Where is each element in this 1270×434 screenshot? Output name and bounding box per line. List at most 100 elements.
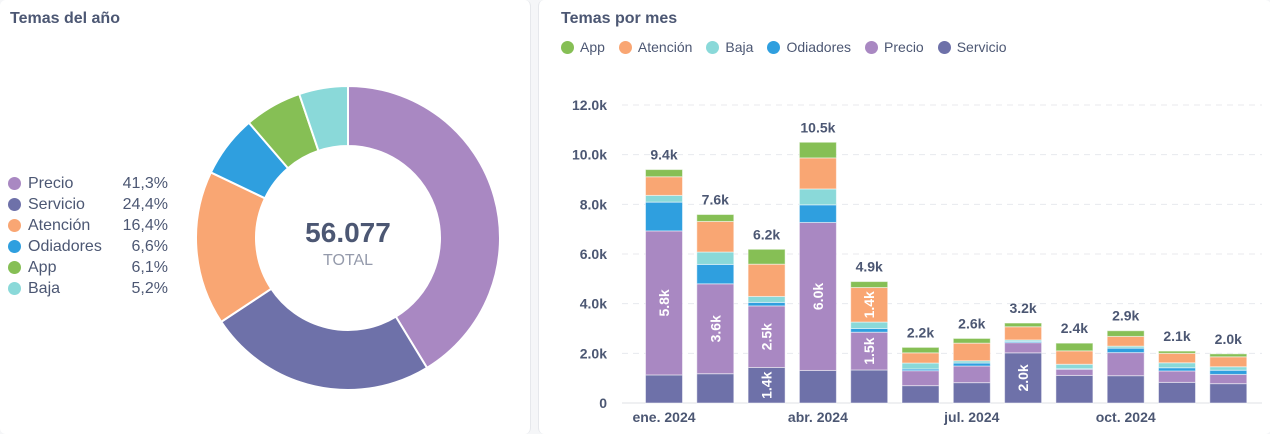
bar-segment-servicio[interactable] <box>850 369 889 404</box>
y-tick-label: 4.0k <box>580 296 607 312</box>
segment-value-label: 2.5k <box>759 323 775 350</box>
bar-segment-atención[interactable] <box>1209 356 1248 368</box>
bar-segment-app[interactable] <box>1158 350 1196 354</box>
bar-segment-precio[interactable] <box>1106 352 1145 377</box>
bar-segment-atención[interactable] <box>1106 335 1145 347</box>
bar-legend-item[interactable]: App <box>561 39 605 55</box>
bar-segment-baja[interactable] <box>901 362 940 370</box>
bar-segment-app[interactable] <box>952 337 991 344</box>
y-tick-label: 6.0k <box>580 246 607 262</box>
legend-percent: 41,3% <box>122 174 168 192</box>
bar-legend-item[interactable]: Odiadores <box>767 39 851 55</box>
bar-segment-app[interactable] <box>747 248 786 265</box>
bar-segment-app[interactable] <box>1004 322 1043 328</box>
bar-segment-app[interactable] <box>901 346 940 354</box>
pie-legend-item[interactable]: Servicio 24,4% <box>8 194 168 215</box>
bar-segment-servicio[interactable] <box>798 369 837 404</box>
bar-legend-item[interactable]: Atención <box>618 39 692 55</box>
bar-segment-atención[interactable] <box>645 176 683 196</box>
pie-legend-item[interactable]: Baja 5,2% <box>8 278 168 299</box>
y-tick-label: 12.0k <box>572 97 607 113</box>
bar-segment-precio[interactable] <box>696 283 735 375</box>
bar-segment-baja[interactable] <box>1158 362 1196 369</box>
bar-segment-baja[interactable] <box>645 194 683 203</box>
bar-segment-app[interactable] <box>798 141 837 159</box>
segment-value-label: 3.6k <box>707 315 723 342</box>
bar-segment-atención[interactable] <box>952 342 991 362</box>
bar-segment-atención[interactable] <box>850 287 889 323</box>
donut-slice-precio[interactable] <box>347 84 501 370</box>
x-tick-label: oct. 2024 <box>1096 409 1156 425</box>
legend-label: Precio <box>28 174 74 192</box>
bar-segment-servicio[interactable] <box>645 374 683 404</box>
pie-legend-item[interactable]: Atención 16,4% <box>8 215 168 236</box>
bar-segment-atención[interactable] <box>798 157 837 190</box>
bar-segment-odiadores[interactable] <box>696 263 735 285</box>
bar-segment-servicio[interactable] <box>1158 381 1196 404</box>
pie-legend-item[interactable]: Odiadores 6,6% <box>8 236 168 257</box>
legend-label: App <box>580 39 605 55</box>
legend-label: Baja <box>28 279 61 297</box>
bar-segment-atención[interactable] <box>1055 350 1094 365</box>
bar-segment-precio[interactable] <box>901 370 940 387</box>
bar-segment-precio[interactable] <box>747 305 786 368</box>
bar-segment-app[interactable] <box>850 281 889 289</box>
bar-segment-precio[interactable] <box>1209 373 1248 385</box>
bar-segment-app[interactable] <box>696 214 735 222</box>
bar-segment-servicio[interactable] <box>952 382 991 404</box>
bar-segment-baja[interactable] <box>747 295 786 303</box>
bar-segment-odiadores[interactable] <box>850 328 889 333</box>
bar-segment-servicio[interactable] <box>1209 383 1248 404</box>
bar-legend-item[interactable]: Precio <box>865 39 924 55</box>
bar-segment-servicio[interactable] <box>1055 374 1094 404</box>
bar-segment-odiadores[interactable] <box>645 201 683 232</box>
bar-segment-precio[interactable] <box>798 221 837 371</box>
pie-legend: Precio 41,3% Servicio 24,4% Atención 16,4% Odi… <box>8 173 168 299</box>
bar-segment-atención[interactable] <box>901 352 940 364</box>
bar-segment-app[interactable] <box>1209 353 1248 358</box>
bar-segment-app[interactable] <box>1055 342 1094 352</box>
bar-total-label: 2.6k <box>958 315 985 331</box>
pie-legend-item[interactable]: App 6,1% <box>8 257 168 278</box>
bar-legend-item[interactable]: Servicio <box>937 39 1007 55</box>
bar-segment-servicio[interactable] <box>1106 375 1145 404</box>
bar-segment-baja[interactable] <box>850 321 889 330</box>
legend-percent: 6,1% <box>131 258 168 276</box>
legend-dot <box>561 40 574 54</box>
pie-card-title: Temas del año <box>10 10 120 27</box>
bar-segment-precio[interactable] <box>1004 342 1043 354</box>
legend-label: App <box>28 258 57 276</box>
segment-value-label: 5.8k <box>656 289 672 316</box>
bar-segment-servicio[interactable] <box>901 385 940 404</box>
bar-segment-precio[interactable] <box>952 365 991 384</box>
bar-segment-app[interactable] <box>645 169 683 178</box>
bar-segment-baja[interactable] <box>798 188 837 206</box>
bar-legend-item[interactable]: Baja <box>706 39 753 55</box>
pie-legend-item[interactable]: Precio 41,3% <box>8 173 168 194</box>
bar-segment-atención[interactable] <box>747 263 786 297</box>
bar-segment-precio[interactable] <box>645 230 683 376</box>
bar-segment-atención[interactable] <box>1158 352 1196 364</box>
legend-dot <box>8 282 21 295</box>
donut-slice-baja[interactable] <box>297 84 349 153</box>
bar-segment-app[interactable] <box>1106 330 1145 337</box>
bar-segment-baja[interactable] <box>1209 366 1248 371</box>
bar-segment-servicio[interactable] <box>1004 352 1043 404</box>
bar-segment-odiadores[interactable] <box>1106 347 1145 354</box>
bar-segment-odiadores[interactable] <box>1209 369 1248 375</box>
bar-segment-precio[interactable] <box>1055 368 1094 376</box>
bar-total-label: 3.2k <box>1009 300 1036 316</box>
bar-segment-servicio[interactable] <box>696 373 735 404</box>
bar-segment-odiadores[interactable] <box>798 204 837 223</box>
legend-percent: 24,4% <box>122 195 168 213</box>
bar-segment-atención[interactable] <box>1004 326 1043 341</box>
bar-segment-odiadores[interactable] <box>747 301 786 307</box>
bar-segment-baja[interactable] <box>696 251 735 265</box>
bar-segment-precio[interactable] <box>1158 370 1196 383</box>
donut-slice-servicio[interactable] <box>219 287 429 391</box>
bar-segment-atención[interactable] <box>696 220 735 253</box>
y-tick-label: 8.0k <box>580 196 607 212</box>
bar-total-label: 2.4k <box>1061 320 1088 336</box>
bar-segment-baja[interactable] <box>1055 363 1094 370</box>
